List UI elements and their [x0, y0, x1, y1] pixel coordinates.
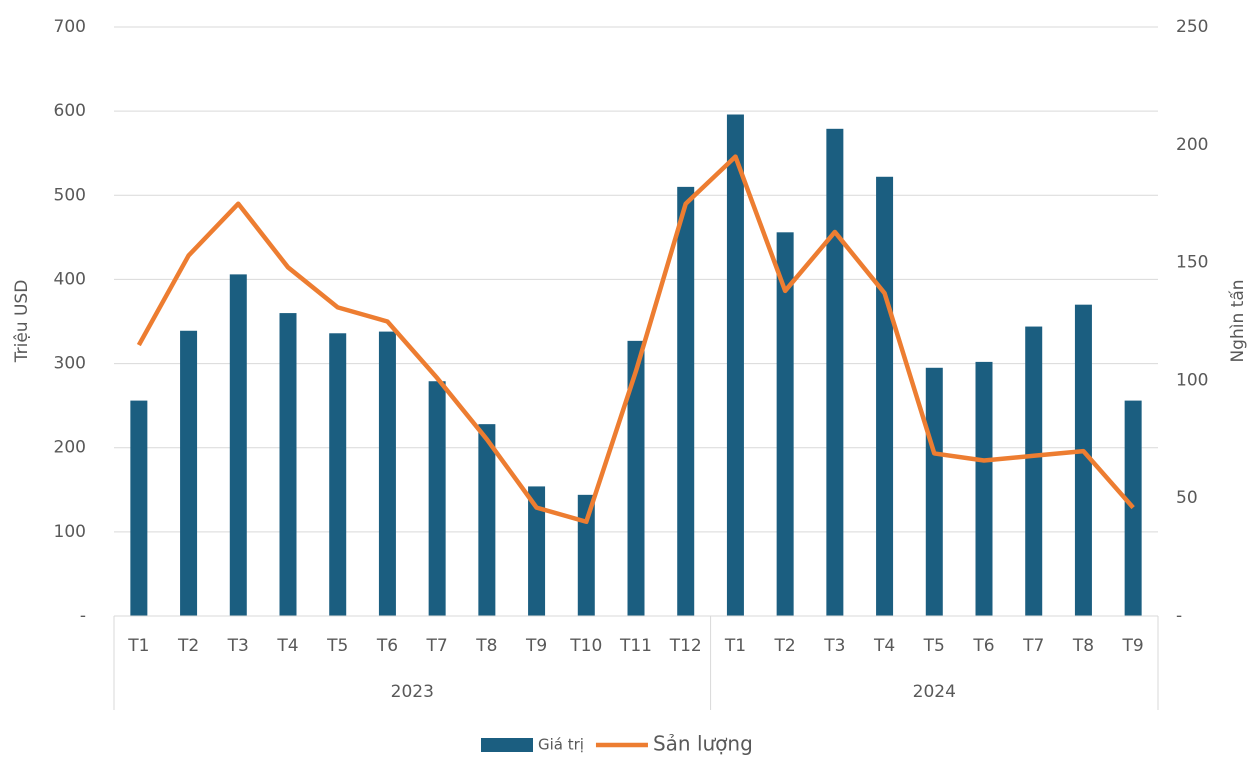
bar	[1025, 326, 1043, 616]
y2-tick-label: 50	[1176, 488, 1198, 508]
bar	[677, 186, 695, 616]
bar	[826, 128, 844, 616]
y-tick-label: 700	[54, 17, 86, 37]
x-tick-label: T7	[1022, 636, 1044, 656]
y-tick-label: 400	[54, 269, 86, 289]
bar	[726, 114, 744, 616]
y2-tick-label: 250	[1176, 17, 1208, 37]
y2-tick-label: -	[1176, 606, 1182, 626]
x-tick-label: T1	[127, 636, 149, 656]
x-tick-label: T4	[276, 636, 298, 656]
bar	[428, 381, 446, 616]
y2-tick-label: 100	[1176, 370, 1208, 390]
bar	[528, 486, 546, 616]
group-label: 2024	[913, 682, 956, 702]
bar	[229, 274, 247, 616]
x-tick-label: T5	[326, 636, 348, 656]
bar	[925, 367, 943, 616]
y-tick-label: 200	[54, 438, 86, 458]
legend-swatch	[481, 738, 533, 752]
x-tick-label: T8	[1072, 636, 1094, 656]
bar	[478, 424, 496, 616]
x-tick-label: T8	[475, 636, 497, 656]
x-tick-label: T5	[923, 636, 945, 656]
bar	[776, 232, 794, 616]
bar	[1074, 304, 1092, 616]
x-tick-label: T3	[823, 636, 845, 656]
y2-tick-label: 150	[1176, 253, 1208, 273]
x-tick-label: T10	[569, 636, 602, 656]
y-tick-label: 600	[54, 101, 86, 121]
bar	[876, 176, 894, 616]
x-tick-label: T9	[1122, 636, 1144, 656]
bar	[180, 330, 198, 616]
group-label: 2023	[391, 682, 434, 702]
y2-tick-label: 200	[1176, 135, 1208, 155]
x-tick-label: T1	[724, 636, 746, 656]
bar	[975, 361, 993, 616]
y-tick-label: 100	[54, 522, 86, 542]
x-tick-label: T9	[525, 636, 547, 656]
x-tick-label: T12	[669, 636, 702, 656]
bar	[627, 340, 645, 616]
line	[136, 154, 1135, 525]
legend-label: Sản lượng	[653, 732, 753, 756]
y-tick-label: 500	[54, 185, 86, 205]
y-tick-label: 300	[54, 354, 86, 374]
legend-label: Giá trị	[538, 736, 584, 754]
y-tick-label: -	[80, 606, 86, 626]
bar	[577, 494, 595, 616]
x-tick-label: T3	[227, 636, 249, 656]
x-tick-label: T7	[426, 636, 448, 656]
x-tick-label: T11	[619, 636, 652, 656]
x-tick-label: T2	[774, 636, 796, 656]
y-axis-title: Triệu USD	[12, 280, 32, 364]
x-tick-label: T2	[177, 636, 199, 656]
x-tick-label: T4	[873, 636, 895, 656]
x-tick-label: T6	[972, 636, 994, 656]
bar	[378, 331, 396, 616]
bar	[279, 313, 297, 616]
bar	[1124, 400, 1142, 616]
bar	[130, 400, 148, 616]
y2-axis-title: Nghìn tấn	[1227, 279, 1248, 362]
x-tick-label: T6	[376, 636, 398, 656]
bar	[329, 333, 347, 616]
